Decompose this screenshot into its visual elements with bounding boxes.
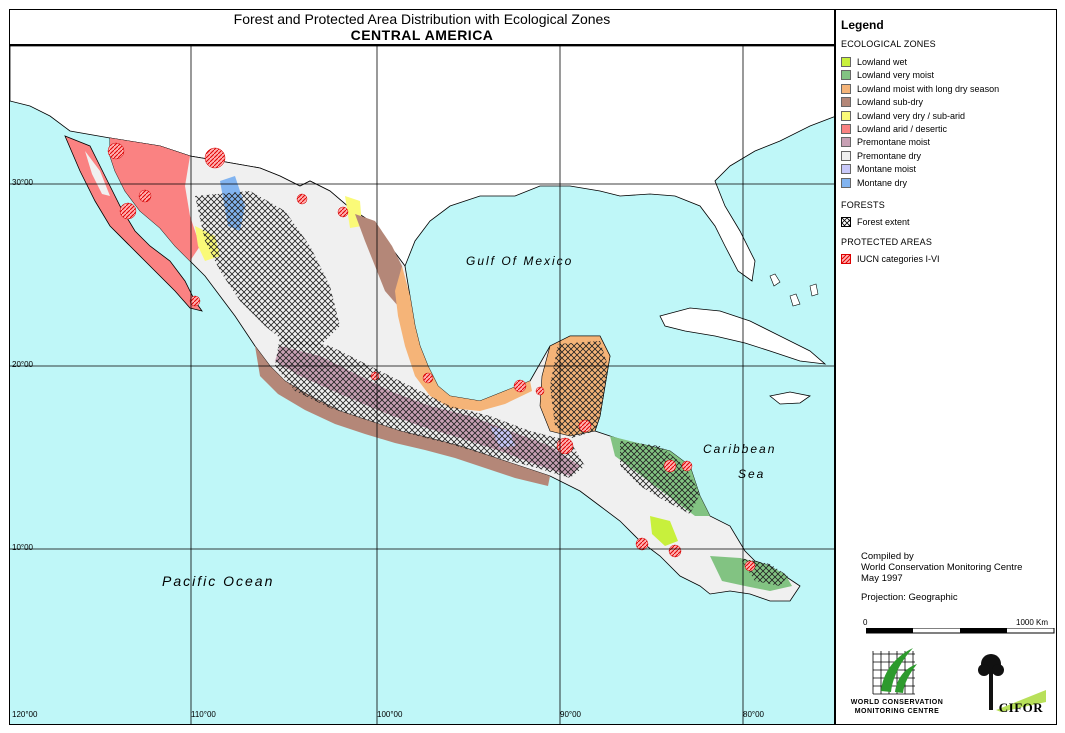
lat-label-10: 10°00: [12, 543, 33, 552]
legend-item-eco-zone: Lowland very moist: [841, 69, 934, 81]
lowland-wet-zone: [650, 516, 678, 546]
eco-zone-label: Montane moist: [857, 164, 917, 175]
lat-label-30: 30°00: [12, 178, 33, 187]
eco-zone-label: Lowland sub-dry: [857, 97, 924, 108]
scale-end: 1000 Km: [1016, 618, 1049, 627]
legend-item-eco-zone: Lowland arid / desertic: [841, 123, 947, 135]
legend-item-eco-zone: Lowland moist with long dry season: [841, 83, 999, 95]
baja-premontane: [85, 151, 110, 196]
eco-zone-swatch: [841, 124, 851, 134]
map-title: Forest and Protected Area Distribution w…: [233, 11, 611, 27]
bahamas-islands: [769, 273, 819, 307]
eco-zone-swatch: [841, 137, 851, 148]
forest-extent-ca: [620, 441, 700, 514]
legend-item-eco-zone: Lowland very dry / sub-arid: [841, 110, 965, 122]
eco-zone-swatch: [841, 83, 851, 94]
gulf-of-mexico-label: Gulf Of Mexico: [466, 254, 574, 268]
forest-extent-sierra: [195, 191, 340, 346]
legend-item-eco-zone: Montane dry: [841, 177, 907, 189]
protected-heading: PROTECTED AREAS: [841, 237, 933, 247]
cifor-logo-icon: [978, 654, 1046, 712]
eco-zone-label: Montane dry: [857, 177, 908, 188]
forest-swatch: [841, 217, 851, 227]
eco-zone-label: Premontane moist: [857, 137, 931, 148]
eco-zone-swatch: [841, 150, 851, 161]
legend-item-eco-zone: Lowland wet: [841, 56, 907, 68]
forests-heading: FORESTS: [841, 200, 885, 210]
wcmc-logo-icon: [872, 648, 917, 695]
forest-label: Forest extent: [857, 217, 910, 227]
eco-zone-swatch: [841, 164, 851, 175]
protected-areas: [107, 142, 756, 572]
eco-zone-label: Premontane dry: [857, 150, 922, 161]
jamaica-island: [769, 391, 811, 405]
lat-label-20: 20°00: [12, 360, 33, 369]
legend-item-protected: IUCN categories I-VI: [841, 253, 940, 265]
eco-zone-swatch: [841, 97, 851, 108]
title-box: Forest and Protected Area Distribution w…: [9, 9, 835, 45]
wcmc-logo-line2: MONITORING CENTRE: [854, 708, 940, 715]
legend-item-forest: Forest extent: [841, 216, 910, 228]
cifor-logo-text: CIFOR: [998, 700, 1044, 715]
eco-zone-swatch: [841, 70, 851, 81]
forest-extent-yucatan: [550, 341, 608, 438]
lon-label-110: 110°00: [191, 710, 216, 719]
map-panel[interactable]: Gulf Of Mexico Pacific Ocean Caribbean S…: [9, 45, 835, 725]
scale-bar: [866, 628, 1055, 634]
eco-zone-label: Lowland arid / desertic: [857, 124, 948, 134]
legend-item-eco-zone: Lowland sub-dry: [841, 96, 923, 108]
legend-item-eco-zone: Premontane moist: [841, 136, 930, 148]
east-subdry: [355, 214, 405, 306]
legend-item-eco-zone: Premontane dry: [841, 150, 921, 162]
lon-label-100: 100°00: [377, 710, 403, 719]
cuba-island: [659, 307, 827, 365]
pacific-ocean-label: Pacific Ocean: [162, 573, 275, 589]
lon-label-120: 120°00: [12, 710, 38, 719]
eco-zones-heading: ECOLOGICAL ZONES: [841, 39, 936, 49]
protected-swatch: [841, 254, 851, 264]
lon-label-90: 90°00: [560, 710, 581, 719]
eco-zone-swatch: [841, 57, 851, 67]
pacific-subdry: [255, 346, 550, 486]
credit-projection: Projection: Geographic: [861, 592, 958, 603]
eco-zone-label: Lowland very moist: [857, 70, 935, 81]
eco-zone-swatch: [841, 177, 851, 188]
forest-extent-south: [275, 336, 585, 478]
legend-item-eco-zone: Montane moist: [841, 163, 916, 175]
map-canvas: [10, 46, 834, 724]
map-subtitle: CENTRAL AMERICA: [350, 27, 494, 43]
legend-title: Legend: [841, 18, 884, 32]
caribbean-label: Caribbean: [703, 442, 777, 456]
sonora-arid: [110, 138, 200, 261]
eco-zone-swatch: [841, 110, 851, 121]
wcmc-logo-line1: WORLD CONSERVATION: [850, 699, 944, 706]
lon-label-80: 80°00: [743, 710, 764, 719]
protected-label: IUCN categories I-VI: [857, 254, 940, 264]
legend-panel: Legend ECOLOGICAL ZONES Lowland wet Lowla…: [835, 9, 1057, 725]
eco-zone-label: Lowland moist with long dry season: [857, 83, 1000, 94]
credit-date: May 1997: [861, 573, 903, 584]
sea-label: Sea: [738, 467, 766, 481]
eco-zone-label: Lowland wet: [857, 57, 908, 67]
credit-compiled: Compiled by: [861, 551, 914, 562]
credit-org: World Conservation Monitoring Centre: [861, 562, 1023, 573]
scale-start: 0: [863, 618, 868, 627]
graticule: [10, 46, 834, 724]
eco-zone-label: Lowland very dry / sub-arid: [857, 110, 966, 121]
